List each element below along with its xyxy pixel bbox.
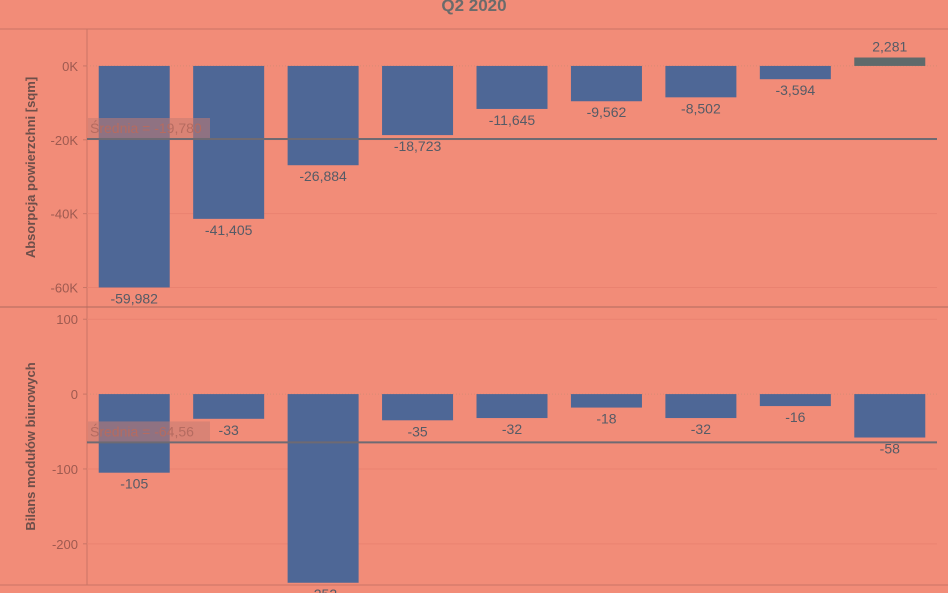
bar[interactable] <box>98 65 170 288</box>
y-axis-title: Absorpcja powierzchni [sqm] <box>23 77 38 258</box>
bar[interactable] <box>382 394 454 421</box>
y-tick-label: 100 <box>56 312 78 327</box>
y-tick-label: -20K <box>51 133 79 148</box>
bar[interactable] <box>193 65 265 219</box>
average-label: Średnia = -64,56 <box>90 422 194 439</box>
data-label: -59,982 <box>110 290 158 306</box>
bar[interactable] <box>854 57 926 66</box>
bar[interactable] <box>665 65 737 98</box>
bar[interactable] <box>287 394 359 583</box>
bar[interactable] <box>570 65 642 102</box>
average-label: Średnia = -19,780 <box>90 119 202 136</box>
bar[interactable] <box>476 65 548 109</box>
data-label: -58 <box>880 441 900 457</box>
data-label: -33 <box>219 422 239 438</box>
data-label: -32 <box>502 421 522 437</box>
bar[interactable] <box>759 65 831 80</box>
data-label: -8,502 <box>681 100 721 116</box>
average-label-box <box>88 421 210 442</box>
y-tick-label: 0K <box>62 59 78 74</box>
y-axis-title: Bilans modułów biurowych <box>23 362 38 530</box>
data-label: -105 <box>120 476 148 492</box>
data-label: -18 <box>596 411 616 427</box>
bar[interactable] <box>759 394 831 407</box>
bar[interactable] <box>665 394 737 419</box>
data-label: -3,594 <box>775 82 815 98</box>
bar[interactable] <box>854 394 926 438</box>
bar[interactable] <box>287 65 359 166</box>
chart-title: Q2 2020 <box>441 0 507 15</box>
y-tick-label: -200 <box>52 537 78 552</box>
data-label: -11,645 <box>489 112 536 128</box>
data-label: -252 <box>309 586 337 593</box>
bar[interactable] <box>193 394 265 419</box>
bar[interactable] <box>476 394 548 419</box>
bar[interactable] <box>382 65 454 136</box>
data-label: -32 <box>691 421 711 437</box>
data-label: -35 <box>407 423 427 439</box>
y-tick-label: -100 <box>52 462 78 477</box>
data-label: -16 <box>785 409 805 425</box>
data-label: -18,723 <box>394 138 442 154</box>
data-label: -9,562 <box>587 104 627 120</box>
data-label: -41,405 <box>205 222 253 238</box>
bar[interactable] <box>570 394 642 408</box>
average-label-box <box>88 117 210 138</box>
y-tick-label: 0 <box>71 387 78 402</box>
data-label: 2,281 <box>872 39 907 55</box>
y-tick-label: -60K <box>51 281 79 296</box>
y-tick-label: -40K <box>51 207 79 222</box>
data-label: -26,884 <box>299 168 347 184</box>
